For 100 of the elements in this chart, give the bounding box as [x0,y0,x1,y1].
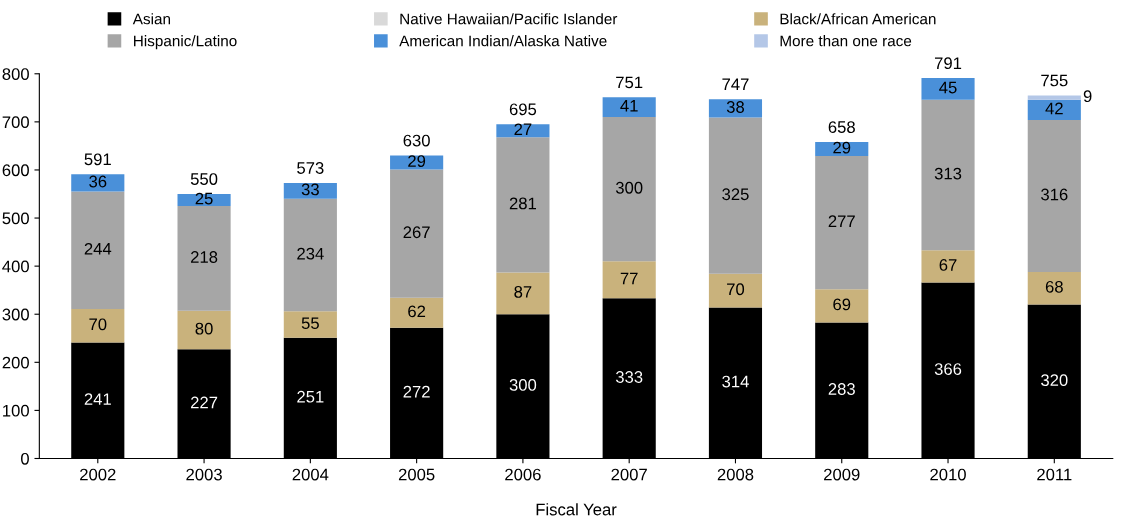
bar [1027,119,1081,272]
x-tick-label: 2009 [824,468,860,481]
bar [708,117,763,274]
bar [1027,99,1081,120]
total-label: 591 [84,153,111,166]
data-label: 333 [615,371,643,383]
legend-label: More than one race [780,35,912,47]
data-label: 227 [191,396,218,409]
bar [1027,95,1081,100]
bar [283,311,337,338]
total-label: 630 [403,134,430,147]
data-label: 316 [1041,188,1068,201]
data-label: 27 [514,123,532,136]
bar [177,194,231,207]
data-label: 281 [509,197,536,210]
bar [283,198,337,312]
data-label: 29 [833,141,851,154]
data-label: 313 [934,167,962,180]
data-label: 45 [939,81,957,94]
bar [71,174,125,192]
total-label: 751 [616,76,643,89]
data-label: 29 [408,155,426,167]
data-label: 55 [301,317,319,330]
legend-label: Asian [132,13,170,25]
data-label: 80 [195,322,213,335]
y-tick-label: 800 [2,68,29,80]
bar [602,261,656,299]
data-label: 300 [509,379,537,391]
x-tick-label: 2011 [1037,468,1072,481]
data-label: 69 [833,298,851,311]
bar [921,99,975,251]
data-label: 9 [1083,90,1092,103]
data-label: 38 [726,101,745,113]
bar [283,182,337,199]
bar [815,142,869,157]
y-tick-label: 0 [21,452,29,465]
bar [177,206,231,311]
data-label: 87 [514,285,532,298]
legend-label: Black/African American [780,13,936,25]
bar [921,250,975,283]
legend-label: Hispanic/Latino [134,35,237,50]
data-label: 67 [939,259,957,271]
data-label: 244 [84,242,112,255]
data-label: 62 [408,305,426,318]
x-tick-label: 2008 [717,468,754,481]
data-label: 325 [722,188,749,201]
x-tick-label: 2010 [930,468,966,481]
total-label: 573 [297,162,324,174]
data-label: 25 [195,192,213,205]
data-label: 70 [727,283,745,296]
bar [708,273,763,308]
bar [602,97,656,118]
data-label: 320 [1041,374,1068,387]
y-tick-label: 300 [2,308,29,321]
data-label: 314 [722,375,749,388]
data-label: 68 [1045,280,1063,293]
total-label: 695 [509,103,537,116]
y-tick-label: 200 [2,356,29,369]
bar [815,289,869,323]
x-tick-label: 2006 [505,468,541,481]
data-label: 241 [84,393,111,405]
y-tick-label: 400 [2,260,29,273]
total-label: 755 [1041,74,1068,87]
x-axis-title: Fiscal Year [536,503,617,516]
data-label: 218 [191,251,218,263]
bar [71,308,125,343]
bar [177,310,231,350]
bar [496,137,550,273]
bar [390,169,444,298]
data-label: 300 [615,181,643,194]
x-tick-label: 2003 [186,468,222,481]
bar [602,117,656,262]
total-label: 550 [190,173,218,185]
data-label: 33 [301,183,319,196]
bar [708,99,763,118]
bar [921,78,975,100]
data-label: 42 [1045,102,1063,115]
x-tick-label: 2002 [80,468,116,481]
data-label: 251 [297,390,324,403]
bar [496,272,550,315]
y-tick-label: 100 [3,404,29,417]
bar [1027,271,1081,305]
total-label: 658 [828,121,855,133]
total-label: 791 [934,57,962,70]
bar [815,156,869,290]
data-label: 283 [828,383,855,395]
y-tick-label: 600 [2,164,29,177]
x-tick-label: 2007 [611,468,647,481]
x-tick-label: 2005 [398,468,435,481]
data-label: 77 [620,272,638,285]
data-label: 272 [403,385,430,398]
data-label: 234 [297,247,324,260]
total-label: 747 [722,78,749,91]
bar [496,124,550,138]
bar [71,191,125,309]
data-label: 267 [403,226,430,239]
data-label: 41 [620,100,638,112]
x-tick-label: 2004 [292,468,329,481]
legend-label: American Indian/Alaska Native [399,35,607,47]
data-label: 36 [89,175,107,188]
